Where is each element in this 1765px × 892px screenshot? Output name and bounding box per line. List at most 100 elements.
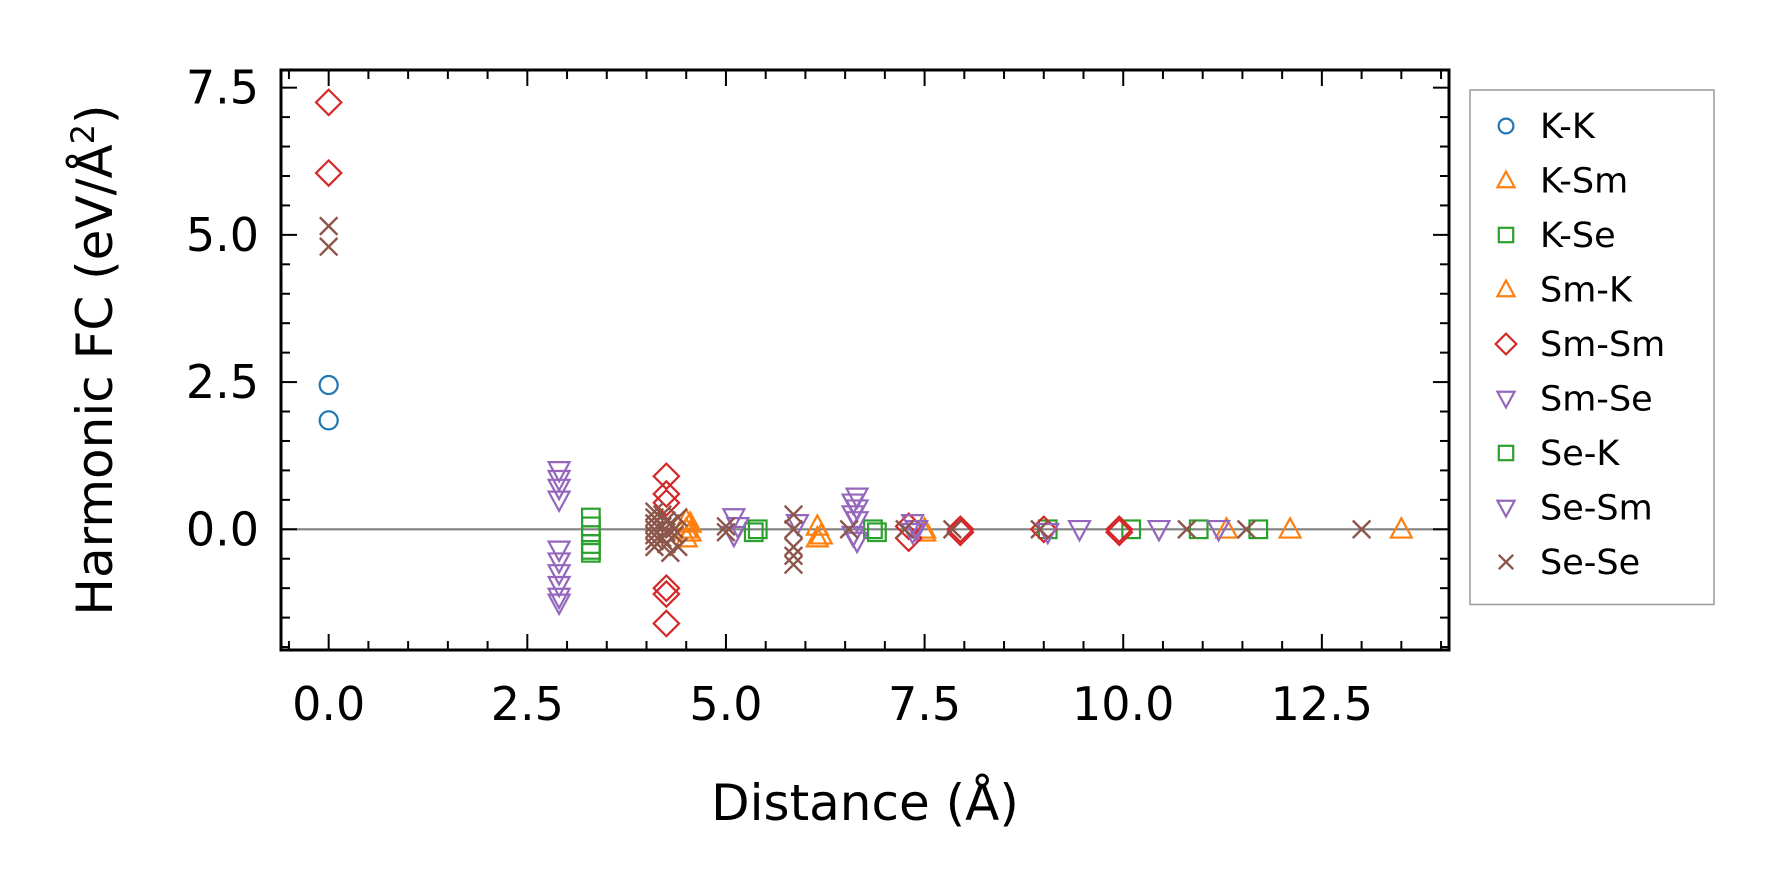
x-tick-label: 7.5 xyxy=(888,677,961,731)
data-point-sm-se xyxy=(546,490,572,514)
data-point-sm-se xyxy=(546,587,572,611)
x-tick-labels: 0.0 2.5 5.0 7.5 10.0 12.5 xyxy=(292,677,1373,731)
data-point-sm-se xyxy=(1206,519,1231,543)
legend-label: Sm-K xyxy=(1540,271,1633,311)
legend-entry: Sm-Sm xyxy=(1494,325,1665,365)
data-point-se-se xyxy=(660,513,680,534)
data-point-se-sm xyxy=(785,514,810,537)
series-se-k xyxy=(580,522,887,560)
data-point-k-sm xyxy=(805,524,830,548)
data-point-se-se xyxy=(319,237,339,257)
y-tick-label: 2.5 xyxy=(186,355,259,409)
data-point-sm-sm xyxy=(314,88,343,117)
data-point-k-k xyxy=(318,410,339,431)
data-point-sm-k xyxy=(809,521,834,545)
data-point-se-se xyxy=(783,504,804,525)
legend-label: Sm-Se xyxy=(1540,380,1653,420)
legend-label: Se-Se xyxy=(1540,543,1640,583)
data-point-se-se xyxy=(716,522,736,542)
legend-label: K-K xyxy=(1540,107,1596,147)
data-point-sm-se xyxy=(546,552,572,575)
legend-label: K-Sm xyxy=(1540,162,1628,202)
data-point-se-sm xyxy=(840,493,866,517)
y-axis-title-suffix: ) xyxy=(66,104,124,124)
legend-label: Se-Sm xyxy=(1540,489,1653,529)
data-point-k-se xyxy=(1188,519,1209,540)
legend-entry: Se-K xyxy=(1497,434,1620,474)
data-point-sm-sm xyxy=(1105,515,1134,544)
data-point-k-se xyxy=(1248,519,1269,540)
data-point-se-se xyxy=(942,519,963,539)
data-point-sm-sm xyxy=(652,462,681,491)
data-point-k-se xyxy=(863,519,883,540)
data-point-se-se xyxy=(660,543,680,563)
data-point-se-se xyxy=(1236,519,1257,539)
x-tick-label: 10.0 xyxy=(1072,677,1174,731)
legend-entry: K-K xyxy=(1497,107,1596,147)
data-point-se-k xyxy=(743,522,764,543)
data-point-sm-se xyxy=(546,564,572,587)
data-point-se-se xyxy=(664,525,684,545)
legend-entry: Se-Sm xyxy=(1495,489,1653,529)
x-tick-label: 5.0 xyxy=(689,677,762,731)
data-point-se-k xyxy=(580,539,601,560)
legend-label: K-Se xyxy=(1540,216,1616,256)
data-point-k-sm xyxy=(1389,515,1414,539)
legend-marker xyxy=(1495,169,1517,189)
data-point-se-se xyxy=(783,554,804,575)
data-point-sm-sm xyxy=(652,479,681,509)
data-point-sm-k xyxy=(677,510,703,533)
legend-marker xyxy=(1495,278,1517,298)
legend-label: Se-K xyxy=(1540,434,1620,474)
data-point-se-se xyxy=(783,546,804,566)
plot-frame xyxy=(279,68,1451,652)
y-tick-label: 5.0 xyxy=(186,208,259,262)
data-point-se-se xyxy=(1030,519,1050,539)
y-axis-title-main: Harmonic FC (eV/Å xyxy=(66,144,124,615)
legend-marker xyxy=(1497,553,1515,571)
series-se-sm xyxy=(725,493,1061,549)
data-point-se-se xyxy=(664,519,684,539)
data-point-se-se xyxy=(895,519,915,539)
x-tick-label: 12.5 xyxy=(1271,677,1373,731)
data-point-sm-se xyxy=(546,593,572,617)
y-tick-labels: 0.0 2.5 5.0 7.5 xyxy=(186,61,259,557)
series-sm-sm xyxy=(314,88,1134,638)
legend-entry: K-Se xyxy=(1497,216,1616,256)
x-tick-label: 0.0 xyxy=(292,677,365,731)
data-point-sm-se xyxy=(546,478,572,502)
data-point-sm-sm xyxy=(1105,518,1134,547)
data-point-k-se xyxy=(747,519,768,540)
data-point-se-se xyxy=(839,519,859,539)
data-point-sm-se xyxy=(1067,519,1092,543)
data-point-se-k xyxy=(867,522,887,543)
data-point-se-se xyxy=(652,528,673,548)
legend-marker xyxy=(1495,499,1517,519)
legend-entry: Se-Se xyxy=(1497,543,1640,583)
data-point-se-se xyxy=(668,507,688,528)
data-point-sm-sm xyxy=(652,609,681,638)
data-point-se-sm xyxy=(725,516,751,540)
data-point-se-se xyxy=(1177,519,1197,539)
legend-entry: K-Sm xyxy=(1495,162,1628,202)
data-point-se-se xyxy=(783,537,804,557)
legend: K-K K-Sm K-Se Sm-K Sm-Sm Sm-Se Se-K Se-Sm Se-Se xyxy=(1469,89,1715,606)
legend-marker xyxy=(1497,117,1515,135)
y-axis-title-superscript: 2 xyxy=(64,124,102,144)
data-point-se-se xyxy=(716,516,736,536)
data-point-sm-sm xyxy=(652,488,681,517)
data-point-sm-se xyxy=(546,575,572,599)
data-points-layer xyxy=(314,88,1414,638)
y-tick-label: 0.0 xyxy=(186,502,259,556)
data-point-se-se xyxy=(1351,519,1372,539)
data-point-se-se xyxy=(783,519,804,539)
series-k-se xyxy=(580,507,1269,563)
legend-marker xyxy=(1497,226,1515,244)
axis-ticks-layer xyxy=(281,70,1449,650)
data-point-k-sm xyxy=(1214,515,1239,539)
legend-marker xyxy=(1495,390,1517,410)
data-point-sm-sm xyxy=(652,573,681,603)
data-point-se-sm xyxy=(840,505,866,528)
data-point-k-sm xyxy=(1277,515,1303,539)
